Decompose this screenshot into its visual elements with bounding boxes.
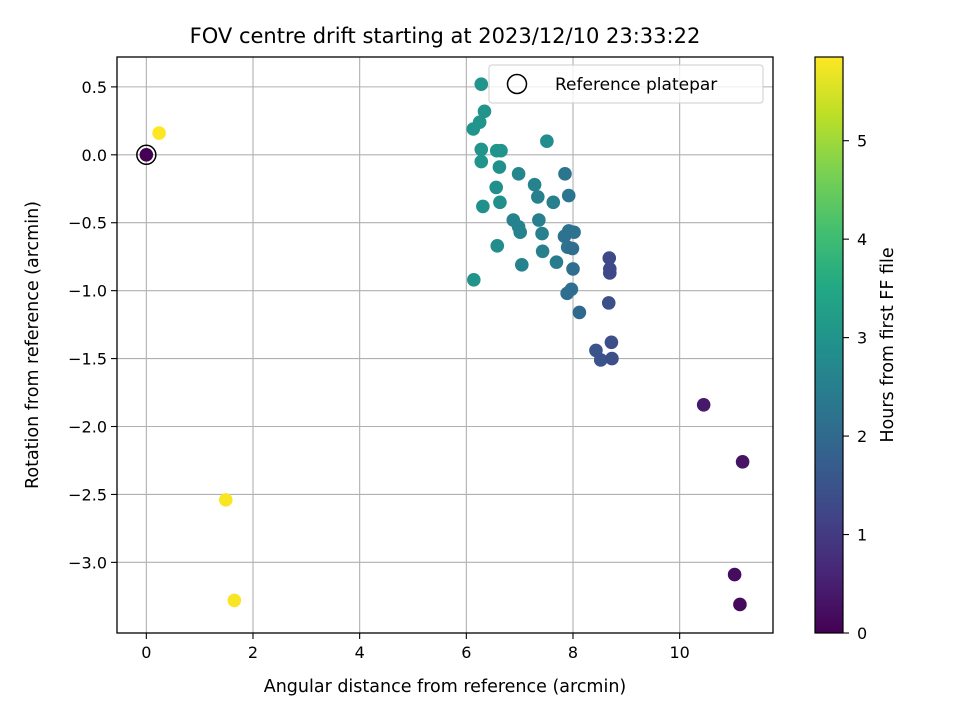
x-tick-label: 2: [248, 643, 258, 662]
data-point: [532, 213, 546, 227]
data-point: [515, 258, 529, 272]
reference-platepar-marker: [136, 144, 157, 166]
data-point: [593, 353, 608, 367]
data-point: [603, 266, 617, 280]
data-point: [152, 126, 166, 140]
data-point: [696, 397, 711, 412]
y-axis-label: Rotation from reference (arcmin): [23, 201, 43, 489]
data-point: [535, 244, 550, 259]
data-point: [733, 597, 747, 612]
data-point: [492, 160, 507, 174]
data-point: [604, 335, 619, 350]
colorbar-gradient: [815, 57, 843, 633]
data-point: [727, 567, 742, 582]
x-tick-label: 6: [461, 643, 471, 662]
x-axis-ticks: 0 2 4 6 8 10: [141, 633, 690, 662]
x-axis-label: Angular distance from reference (arcmin): [264, 677, 627, 697]
chart-title: FOV centre drift starting at 2023/12/10 …: [190, 24, 701, 48]
data-point: [489, 180, 504, 195]
y-tick-label: −3.0: [68, 553, 107, 572]
y-axis-ticks: 0.5 0.0 −0.5 −1.0 −1.5 −2.0 −2.5 −3.0: [68, 78, 117, 572]
data-point: [540, 134, 554, 149]
colorbar-label: Hours from first FF file: [878, 247, 898, 442]
data-point: [494, 143, 508, 158]
data-point: [602, 251, 617, 265]
data-point: [558, 167, 572, 181]
colorbar-tick-label: 3: [857, 329, 867, 348]
data-point: [605, 351, 619, 366]
data-point: [546, 195, 561, 210]
data-point: [466, 122, 481, 136]
data-point: [513, 225, 527, 240]
data-point: [511, 167, 526, 181]
data-point: [490, 239, 505, 253]
data-point: [549, 255, 564, 269]
y-tick-label: −2.0: [68, 418, 107, 437]
legend-marker-reference: [506, 73, 528, 95]
y-tick-label: −1.5: [68, 350, 107, 369]
data-point: [139, 148, 154, 162]
data-point: [566, 262, 580, 276]
data-point: [567, 225, 581, 240]
data-point: [735, 455, 750, 469]
data-point: [467, 272, 481, 287]
legend-box: [488, 64, 764, 104]
y-tick-label: −2.5: [68, 485, 107, 504]
colorbar-tick-label: 2: [857, 427, 867, 446]
data-point: [601, 296, 616, 310]
data-points: [136, 77, 750, 612]
data-point: [227, 593, 242, 608]
data-point: [477, 104, 492, 119]
y-tick-label: −1.0: [68, 282, 107, 301]
legend-label-reference: Reference platepar: [555, 75, 717, 95]
colorbar-tick-label: 5: [857, 132, 867, 151]
grid-lines: [117, 57, 773, 633]
data-point: [561, 188, 576, 203]
y-tick-label: 0.0: [82, 146, 107, 165]
x-tick-label: 10: [669, 643, 689, 662]
y-tick-label: −0.5: [68, 214, 107, 233]
data-point: [493, 195, 507, 210]
colorbar-tick-label: 0: [857, 624, 867, 643]
data-point: [474, 154, 489, 169]
data-point: [572, 305, 587, 320]
data-point: [535, 226, 549, 241]
data-point: [560, 286, 574, 301]
x-tick-label: 0: [141, 643, 151, 662]
colorbar-ticks: 0 1 2 3 4 5: [843, 132, 867, 643]
colorbar-tick-label: 1: [857, 526, 867, 545]
data-point: [219, 493, 233, 507]
plot-area-frame: [116, 56, 774, 634]
data-point: [474, 77, 489, 91]
legend: Reference platepar: [488, 64, 764, 104]
data-point: [531, 190, 545, 204]
data-point: [527, 177, 542, 192]
x-tick-label: 8: [568, 643, 578, 662]
y-tick-label: 0.5: [82, 78, 107, 97]
colorbar-tick-label: 4: [857, 230, 867, 249]
data-point: [565, 241, 580, 256]
data-point: [474, 142, 489, 157]
colorbar-frame: [814, 56, 844, 634]
colorbar: 0 1 2 3 4 5 Hours from first FF file: [814, 56, 898, 643]
data-point: [476, 199, 490, 214]
x-tick-label: 4: [355, 643, 365, 662]
